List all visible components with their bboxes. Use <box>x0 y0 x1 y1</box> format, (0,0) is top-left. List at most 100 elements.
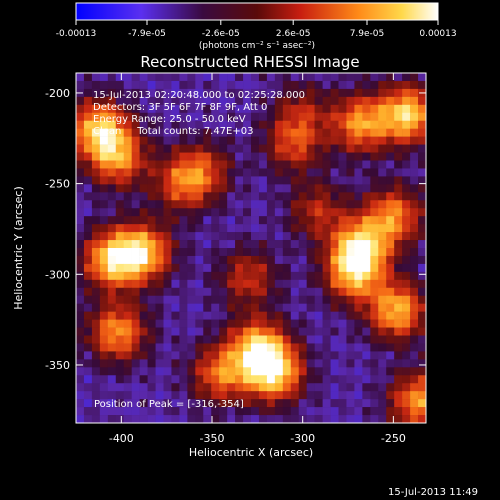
heatmap-cell <box>91 80 101 90</box>
heatmap-cell <box>195 255 204 265</box>
heatmap-cell <box>282 232 292 241</box>
heatmap-cell <box>282 415 292 424</box>
heatmap-cell <box>235 319 244 328</box>
heatmap-cell <box>378 311 387 320</box>
heatmap-cell <box>266 335 276 344</box>
heatmap-cell <box>76 375 85 384</box>
heatmap-cell <box>386 263 395 273</box>
heatmap-cell <box>322 311 331 320</box>
heatmap-cell <box>203 351 212 360</box>
heatmap-cell <box>179 120 188 129</box>
heatmap-cell <box>107 255 117 265</box>
heatmap-cell <box>171 104 180 114</box>
heatmap-cell <box>386 311 395 320</box>
heatmap-cell <box>203 335 212 344</box>
heatmap-cell <box>187 136 196 145</box>
heatmap-cell <box>282 112 292 122</box>
heatmap-cell <box>322 399 331 408</box>
heatmap-cell <box>402 303 411 312</box>
heatmap-cell <box>322 128 331 137</box>
heatmap-cell <box>338 200 347 209</box>
heatmap-cell <box>298 279 307 289</box>
heatmap-cell <box>346 136 355 145</box>
heatmap-cell <box>394 375 403 384</box>
heatmap-cell <box>179 279 188 289</box>
heatmap-cell <box>83 112 93 122</box>
heatmap-cell <box>418 192 427 201</box>
heatmap-cell <box>83 232 93 241</box>
heatmap-cell <box>314 232 323 241</box>
heatmap-cell <box>83 160 93 169</box>
heatmap-cell <box>394 136 403 145</box>
heatmap-cell <box>76 200 85 209</box>
heatmap-cell <box>179 271 188 281</box>
heatmap-cell <box>322 104 331 114</box>
heatmap-cell <box>179 200 188 209</box>
heatmap-cell <box>314 104 323 114</box>
heatmap-cell <box>203 327 212 336</box>
heatmap-cell <box>91 96 101 106</box>
heatmap-cell <box>330 144 339 153</box>
heatmap-cell <box>378 144 387 153</box>
heatmap-cell <box>346 128 355 137</box>
heatmap-cell <box>227 168 236 177</box>
heatmap-cell <box>274 192 284 201</box>
heatmap-cell <box>386 200 395 209</box>
heatmap-cell <box>76 160 85 169</box>
heatmap-cell <box>99 176 109 185</box>
heatmap-cell <box>123 80 132 90</box>
heatmap-cell <box>362 263 371 273</box>
heatmap-cell <box>394 359 403 368</box>
heatmap-cell <box>147 128 156 137</box>
heatmap-cell <box>370 415 379 424</box>
heatmap-cell <box>163 192 172 201</box>
heatmap-cell <box>282 367 292 376</box>
heatmap-cell <box>91 383 101 392</box>
heatmap-cell <box>274 399 284 408</box>
heatmap-cell <box>354 391 363 400</box>
heatmap-cell <box>187 208 196 217</box>
heatmap-cell <box>258 287 268 297</box>
heatmap-cell <box>314 279 323 289</box>
heatmap-cell <box>139 192 148 201</box>
heatmap-cell <box>171 232 180 241</box>
heatmap-cell <box>155 287 164 297</box>
heatmap-cell <box>378 168 387 177</box>
heatmap-cell <box>99 279 109 289</box>
heatmap-cell <box>187 335 196 344</box>
heatmap-cell <box>370 263 379 273</box>
heatmap-cell <box>219 192 228 201</box>
heatmap-cell <box>370 73 379 82</box>
heatmap-cell <box>187 216 196 225</box>
heatmap-cell <box>354 216 363 225</box>
heatmap-cell <box>155 192 164 201</box>
heatmap-cell <box>386 184 395 193</box>
heatmap-cell <box>179 367 188 376</box>
heatmap-cell <box>76 128 85 137</box>
heatmap-cell <box>306 407 315 416</box>
heatmap-cell <box>258 152 268 161</box>
heatmap-cell <box>282 255 292 265</box>
heatmap-cell <box>171 144 180 153</box>
heatmap-cell <box>378 136 387 145</box>
heatmap-cell <box>139 104 148 114</box>
heatmap-cell <box>131 375 140 384</box>
heatmap-cell <box>211 367 220 376</box>
heatmap-cell <box>362 279 371 289</box>
heatmap-cell <box>282 327 292 336</box>
heatmap-cell <box>91 104 101 114</box>
heatmap-cell <box>155 232 164 241</box>
heatmap-cell <box>251 399 260 408</box>
heatmap-cell <box>76 248 85 257</box>
heatmap-cell <box>274 176 284 185</box>
heatmap-cell <box>322 184 331 193</box>
heatmap-cell <box>76 184 85 193</box>
heatmap-cell <box>282 136 292 145</box>
heatmap-cell <box>147 152 156 161</box>
heatmap-cell <box>378 216 387 225</box>
heatmap-cell <box>123 248 132 257</box>
heatmap-cell <box>155 279 164 289</box>
heatmap-cell <box>171 271 180 281</box>
heatmap-cell <box>131 104 140 114</box>
heatmap-cell <box>290 73 300 82</box>
